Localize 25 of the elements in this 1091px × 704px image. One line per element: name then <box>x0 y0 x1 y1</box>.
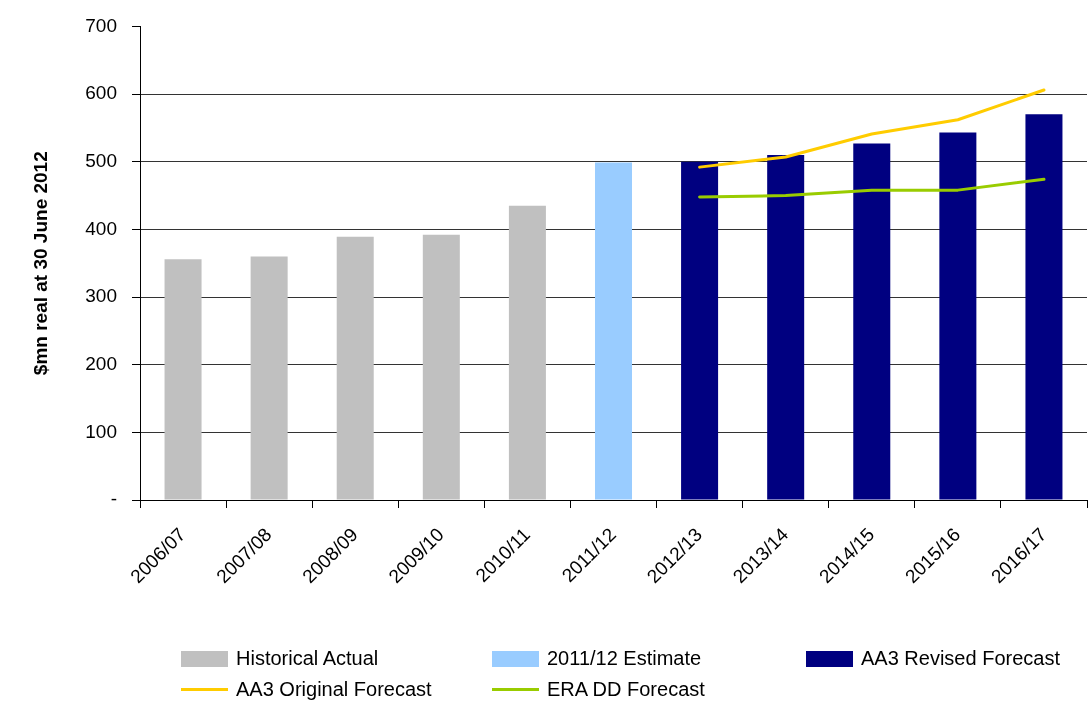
bar <box>250 256 288 500</box>
legend-label: 2011/12 Estimate <box>547 647 702 670</box>
y-tick-label: 700 <box>85 14 117 36</box>
y-tick-label: 500 <box>85 149 117 171</box>
legend-label: Historical Actual <box>236 647 379 670</box>
y-tick-label: 100 <box>85 420 117 442</box>
bar <box>336 236 374 500</box>
bar <box>853 143 891 500</box>
y-tick-label: 400 <box>85 217 117 239</box>
legend-label: AA3 Original Forecast <box>236 678 432 701</box>
legend-label: AA3 Revised Forecast <box>861 647 1060 670</box>
bar <box>594 162 633 500</box>
bar <box>767 154 805 500</box>
bar <box>1025 114 1063 500</box>
y-tick-label: - <box>110 488 117 510</box>
bar <box>164 259 202 500</box>
bar <box>681 161 719 500</box>
y-tick-label: 300 <box>85 285 117 307</box>
legend-label: ERA DD Forecast <box>547 678 705 701</box>
y-tick-label: 600 <box>85 82 117 104</box>
y-axis-title: $mn real at 30 June 2012 <box>29 151 51 376</box>
bar <box>508 205 546 500</box>
bar <box>939 132 977 500</box>
bar <box>422 234 460 500</box>
y-tick-label: 200 <box>85 352 117 374</box>
